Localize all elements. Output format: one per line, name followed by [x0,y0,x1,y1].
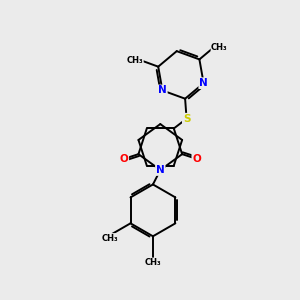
Text: O: O [119,154,128,164]
Text: CH₃: CH₃ [211,43,228,52]
Text: CH₃: CH₃ [101,233,118,242]
Text: S: S [183,114,190,124]
Text: CH₃: CH₃ [145,258,161,267]
Text: O: O [192,154,201,164]
Text: N: N [158,85,167,95]
Text: N: N [156,165,165,175]
Text: N: N [199,78,208,88]
Text: CH₃: CH₃ [127,56,143,64]
